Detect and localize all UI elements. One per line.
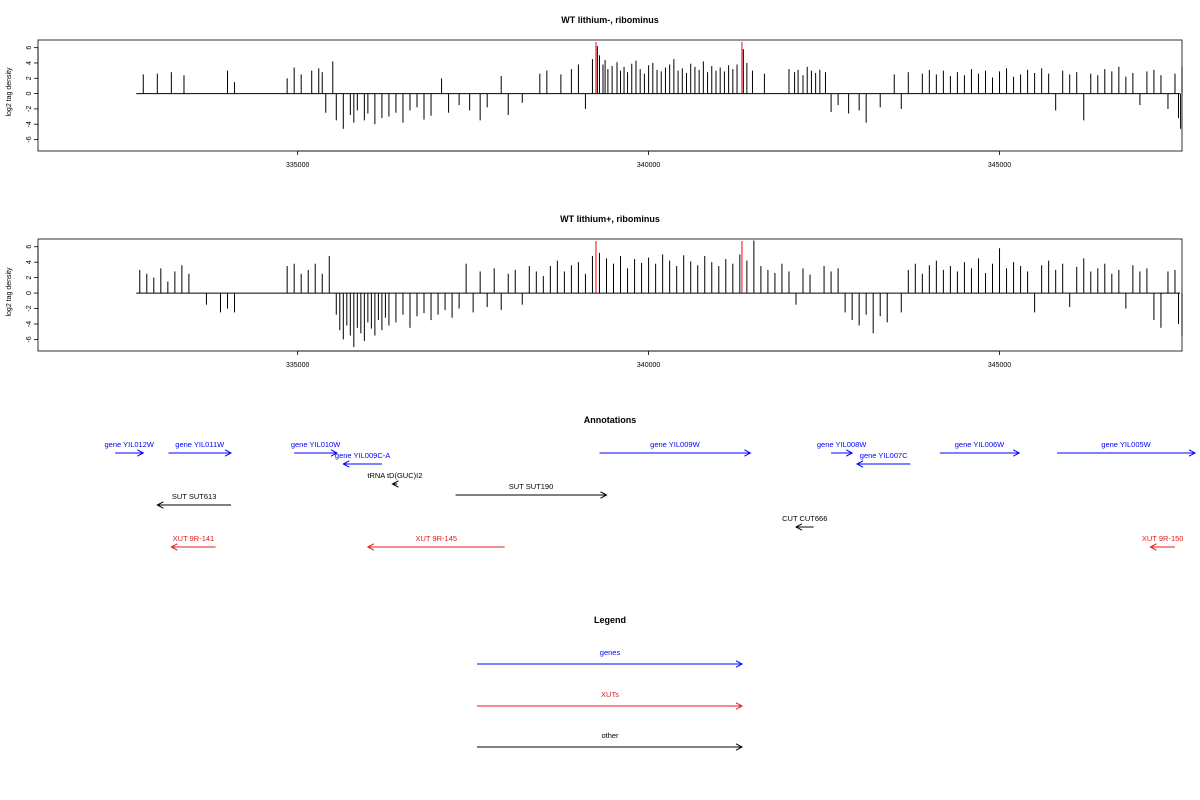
legend-other-arrow: other — [477, 731, 744, 751]
y-tick-label: -2 — [26, 106, 33, 112]
legend-label: genes — [600, 648, 621, 657]
annotation-label: gene YIL009C-A — [335, 451, 390, 460]
annotation-gene-arrow: gene YIL007C — [855, 451, 911, 468]
panel-title: WT lithium+, ribominus — [560, 214, 660, 224]
annotation-label: XUT 9R-141 — [173, 534, 215, 543]
y-axis-label: log2 tag density — [6, 67, 13, 117]
x-tick-label: 345000 — [988, 162, 1011, 169]
x-tick-label: 335000 — [286, 362, 309, 369]
annotation-label: gene YIL005W — [1101, 440, 1151, 449]
annotation-gene-arrow: gene YIL012W — [104, 440, 155, 457]
x-axis: 335000 340000 345000 — [286, 150, 1011, 169]
annotation-label: SUT SUT613 — [172, 492, 216, 501]
legend: Legend genes XUTs other — [477, 615, 744, 751]
annotation-label: gene YIL007C — [860, 451, 908, 460]
x-axis: 335000 340000 345000 — [286, 350, 1011, 369]
y-axis-label: log2 tag density — [6, 267, 13, 317]
annotation-label: tRNA tD(GUC)I2 — [367, 471, 422, 480]
legend-label: XUTs — [601, 690, 619, 699]
legend-gene-arrow: genes — [477, 648, 744, 668]
density-bars — [136, 240, 1183, 348]
annotation-gene-arrow: gene YIL009W — [599, 440, 752, 457]
y-tick-label: -6 — [26, 336, 33, 342]
annotation-label: gene YIL008W — [817, 440, 867, 449]
plot-frame — [37, 39, 1183, 152]
y-tick-label: -4 — [26, 321, 33, 327]
annotation-label: CUT CUT666 — [782, 514, 827, 523]
y-tick-label: 6 — [26, 245, 33, 249]
annotation-gene-arrow: gene YIL006W — [939, 440, 1021, 457]
annotation-other-arrow: CUT CUT666 — [782, 514, 827, 531]
annotation-xut-arrow: XUT 9R-145 — [366, 534, 505, 551]
y-tick-label: -4 — [26, 121, 33, 127]
annotation-gene-arrow: gene YIL009C-A — [335, 451, 390, 468]
x-tick-label: 345000 — [988, 362, 1011, 369]
annotation-gene-arrow: gene YIL010W — [291, 440, 341, 457]
y-tick-label: 0 — [26, 291, 33, 295]
annotation-gene-arrow: gene YIL011W — [168, 440, 233, 457]
annotation-label: XUT 9R-150 — [1142, 534, 1184, 543]
x-tick-label: 340000 — [637, 362, 660, 369]
legend-xut-arrow: XUTs — [477, 690, 744, 710]
legend-label: other — [601, 731, 619, 740]
annotation-other-arrow: SUT SUT190 — [455, 482, 608, 499]
annotations-track: Annotations gene YIL012W gene YIL011W gene… — [104, 415, 1197, 551]
panel-lithium-plus: WT lithium+, ribominus log2 tag density … — [6, 214, 1183, 369]
y-tick-label: -2 — [26, 305, 33, 311]
legend-title: Legend — [594, 615, 626, 625]
plot-frame — [37, 238, 1183, 352]
y-tick-label: 4 — [26, 260, 33, 264]
x-tick-label: 335000 — [286, 162, 309, 169]
x-tick-label: 340000 — [637, 162, 660, 169]
annotation-label: gene YIL012W — [104, 440, 154, 449]
annotation-items: gene YIL012W gene YIL011W gene YIL010W gene… — [104, 440, 1197, 551]
density-bars — [136, 42, 1183, 129]
y-axis: -6 -4 -2 0 2 4 6 — [26, 245, 39, 343]
panel-title: WT lithium-, ribominus — [561, 15, 659, 25]
legend-items: genes XUTs other — [477, 648, 744, 751]
annotation-xut-arrow: XUT 9R-141 — [170, 534, 216, 551]
annotation-label: gene YIL011W — [175, 440, 225, 449]
y-tick-label: -6 — [26, 136, 33, 142]
annotation-gene-arrow: gene YIL005W — [1057, 440, 1197, 457]
y-tick-label: 0 — [26, 92, 33, 96]
annotation-other-arrow: tRNA tD(GUC)I2 — [367, 471, 422, 488]
annotation-other-arrow: SUT SUT613 — [156, 492, 232, 509]
annotation-label: gene YIL009W — [650, 440, 700, 449]
y-tick-label: 4 — [26, 61, 33, 65]
annotation-label: SUT SUT190 — [509, 482, 553, 491]
y-tick-label: 6 — [26, 46, 33, 50]
y-tick-label: 2 — [26, 276, 33, 280]
annotation-label: XUT 9R-145 — [416, 534, 458, 543]
panel-lithium-minus: WT lithium-, ribominus log2 tag density … — [6, 15, 1183, 169]
y-tick-label: 2 — [26, 76, 33, 80]
annotation-label: gene YIL010W — [291, 440, 341, 449]
annotation-xut-arrow: XUT 9R-150 — [1142, 534, 1184, 551]
annotations-title: Annotations — [584, 415, 637, 425]
annotation-label: gene YIL006W — [955, 440, 1005, 449]
annotation-gene-arrow: gene YIL008W — [817, 440, 867, 457]
y-axis: -6 -4 -2 0 2 4 6 — [26, 46, 39, 143]
